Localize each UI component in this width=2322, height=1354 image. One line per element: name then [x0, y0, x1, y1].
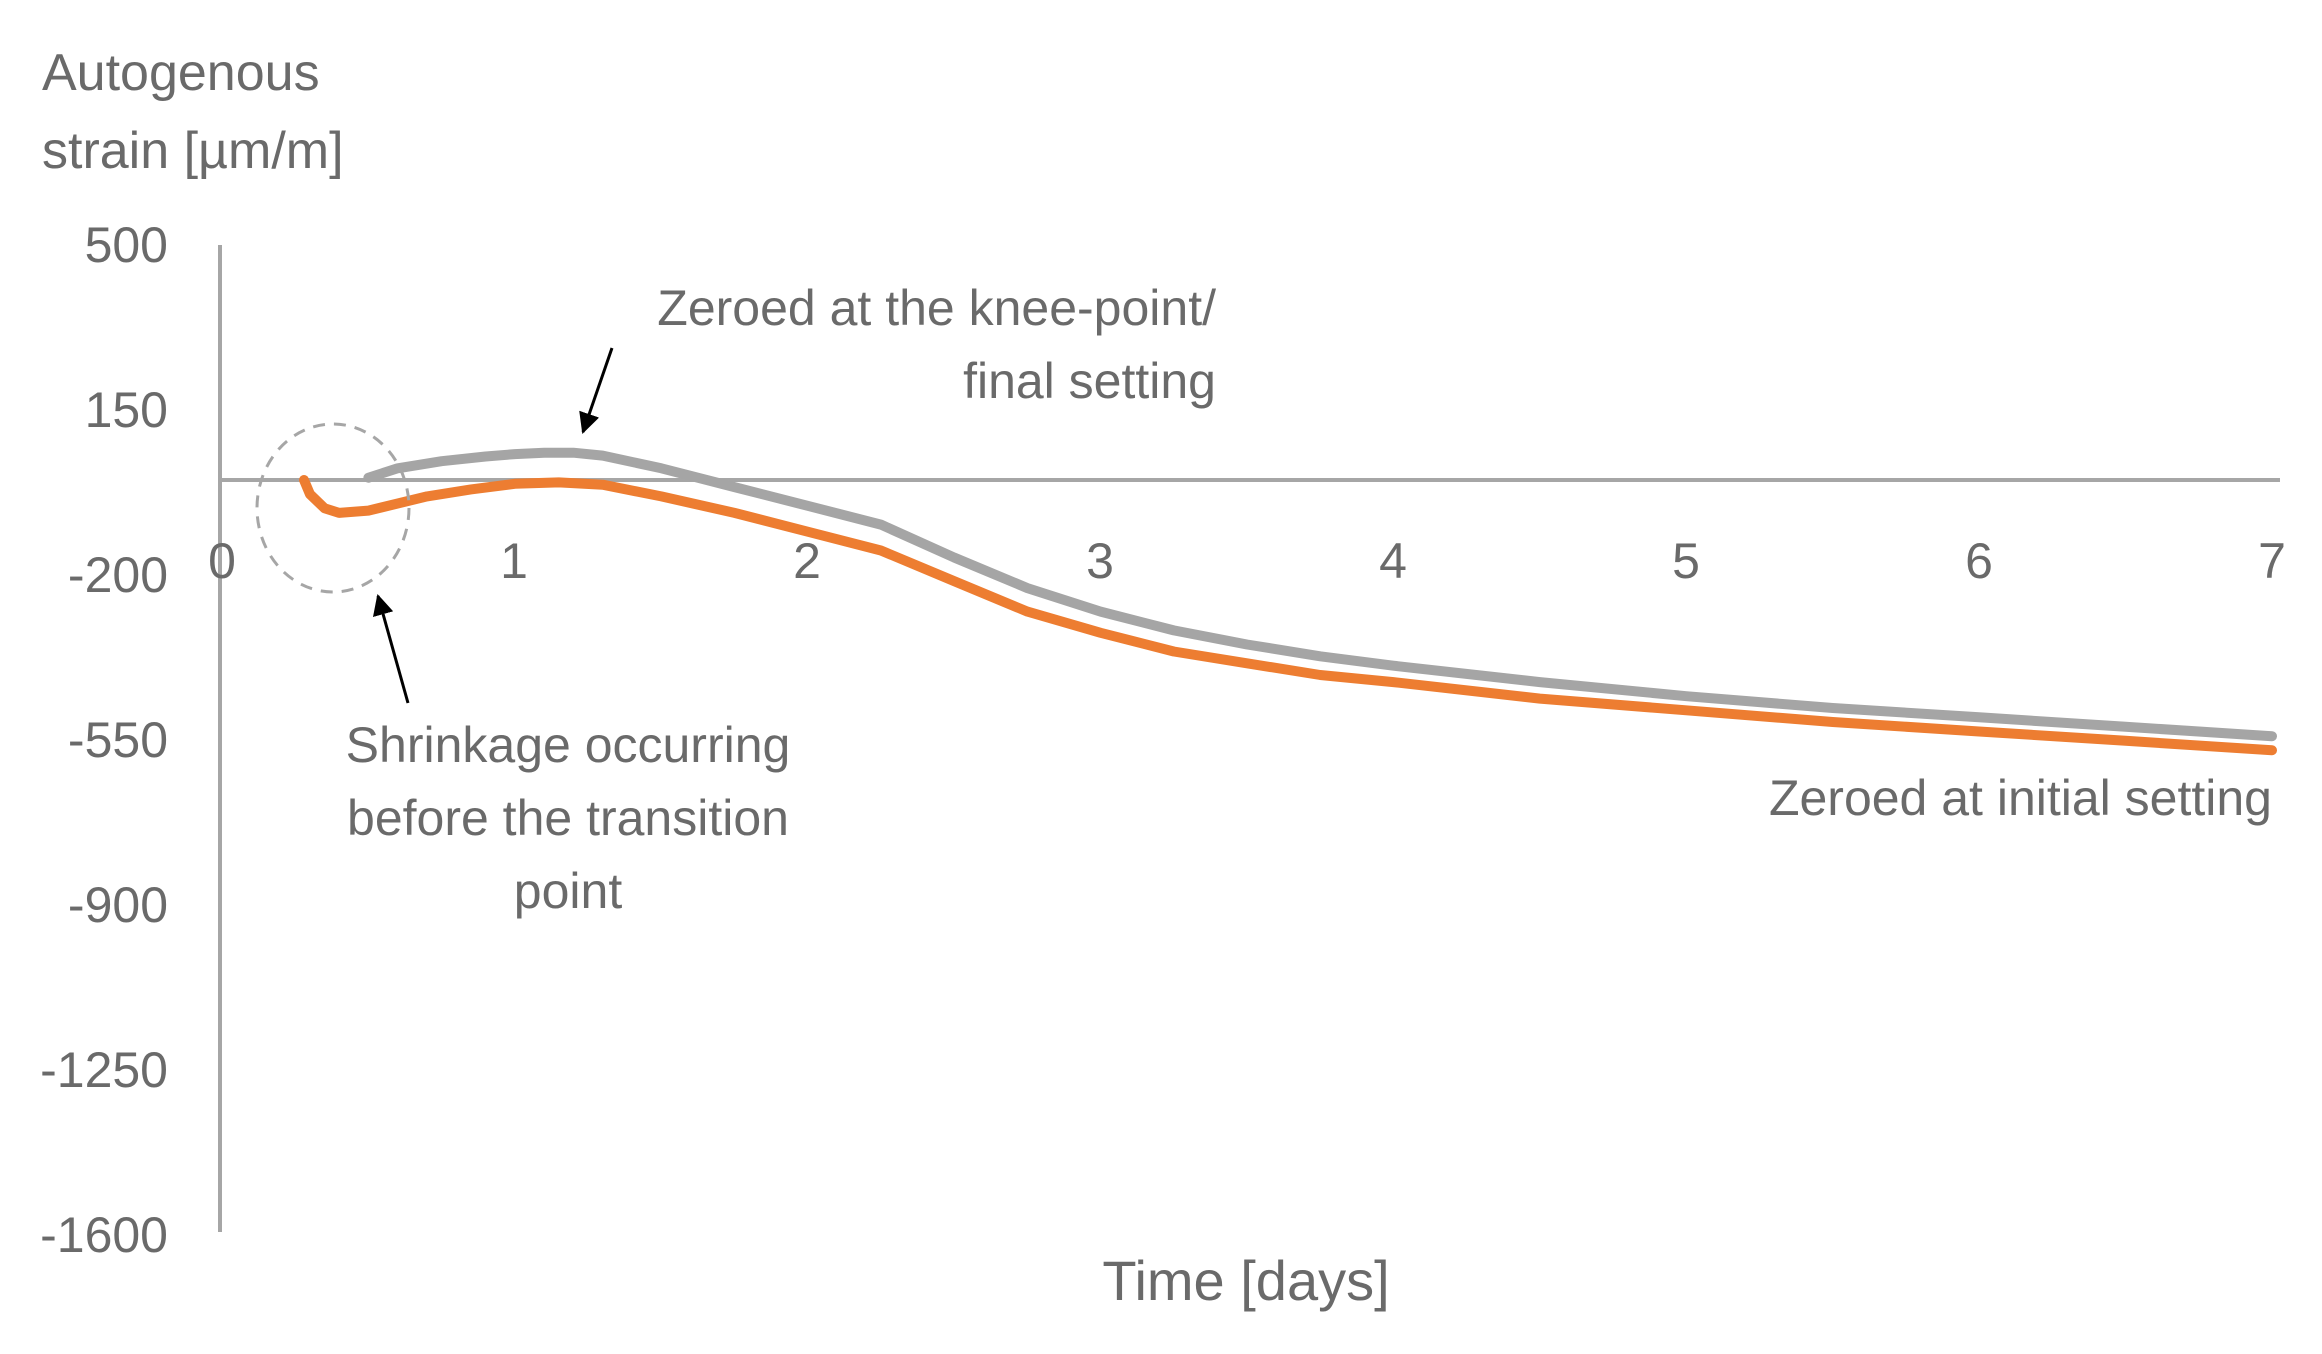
y-tick-labels: 500 150 -200 -550 -900 -1250 -1600	[40, 217, 168, 1263]
series-line-knee-point	[363, 447, 2277, 742]
annotation-shrinkage-line-1: Shrinkage occurring	[346, 717, 791, 773]
annotation-knee-point-line-2: final setting	[963, 353, 1216, 409]
x-tick-label: 0	[208, 533, 236, 589]
x-tick-label: 5	[1672, 533, 1700, 589]
y-tick-label: 150	[85, 382, 168, 438]
x-tick-label: 1	[500, 533, 528, 589]
x-tick-label: 3	[1086, 533, 1114, 589]
x-tick-labels: 0 1 2 3 4 5 6 7	[208, 533, 2286, 589]
y-tick-label: -200	[68, 547, 168, 603]
annotation-arrow-knee-point	[579, 347, 614, 434]
y-tick-label: 500	[85, 217, 168, 273]
x-tick-label: 2	[793, 533, 821, 589]
annotation-initial-setting: Zeroed at initial setting	[1769, 770, 2272, 826]
x-axis-title: Time [days]	[1102, 1249, 1389, 1312]
annotation-shrinkage-line-3: point	[514, 863, 623, 919]
y-tick-label: -1600	[40, 1207, 168, 1263]
y-axis-title-line-2: strain [µm/m]	[42, 122, 344, 180]
y-tick-label: -550	[68, 712, 168, 768]
annotation-shrinkage-line-2: before the transition	[347, 790, 789, 846]
y-tick-label: -900	[68, 877, 168, 933]
y-axis-title-line-1: Autogenous	[42, 44, 320, 102]
annotation-arrow-shrinkage	[372, 593, 410, 704]
x-tick-label: 6	[1965, 533, 1993, 589]
highlight-circle	[255, 422, 411, 594]
x-tick-label: 7	[2258, 533, 2286, 589]
y-tick-label: -1250	[40, 1042, 168, 1098]
x-tick-label: 4	[1379, 533, 1407, 589]
series-line-initial-setting	[299, 475, 2277, 756]
annotation-knee-point-line-1: Zeroed at the knee-point/	[657, 280, 1216, 336]
